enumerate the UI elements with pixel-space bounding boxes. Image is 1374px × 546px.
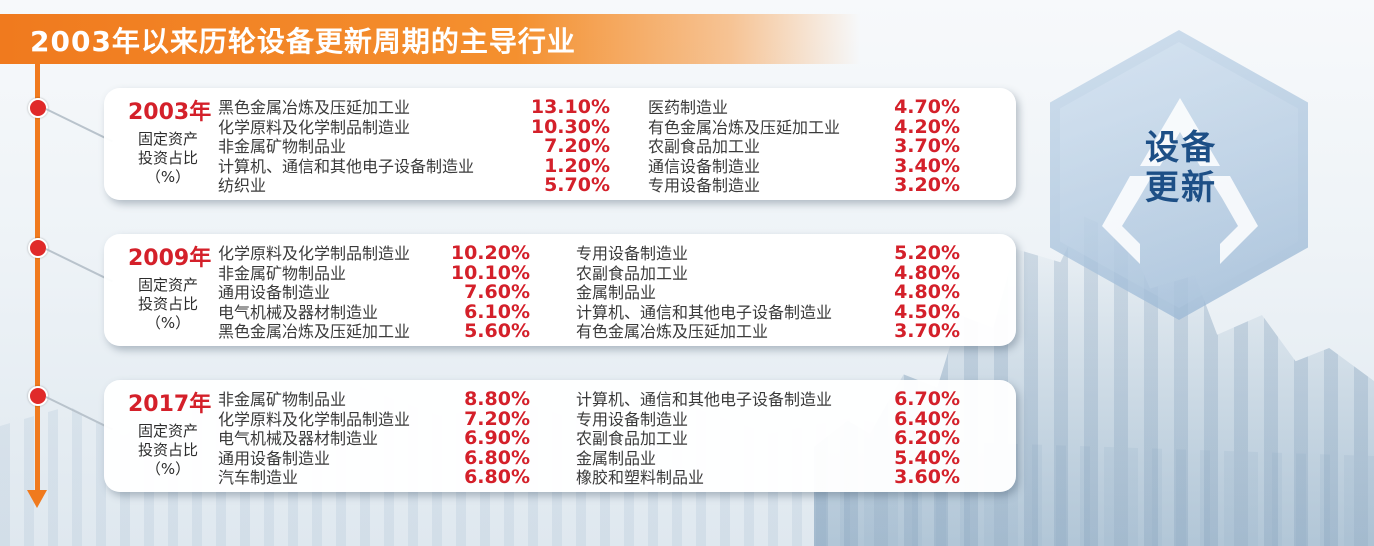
industry-name: 计算机、通信和其他电子设备制造业 <box>576 302 833 322</box>
industry-name: 化学原料及化学制品制造业 <box>218 244 411 263</box>
unit-label-line: 固定资产 <box>137 276 198 294</box>
industry-name: 化学原料及化学制品制造业 <box>218 409 411 429</box>
industry-share-value: 6.20% <box>894 427 960 449</box>
industry-name: 电气机械及器材制造业 <box>218 302 379 322</box>
industry-share-value: 3.40% <box>894 154 960 177</box>
industry-share-value: 3.70% <box>894 320 960 342</box>
industry-name: 农副食品加工业 <box>576 263 689 283</box>
industry-name: 汽车制造业 <box>218 468 299 487</box>
industry-name: 金属制品业 <box>576 283 657 302</box>
industry-name: 橡胶和塑料制品业 <box>576 468 705 487</box>
industry-share-value: 5.60% <box>464 320 530 342</box>
industry-share-value: 3.60% <box>894 466 960 488</box>
industry-name: 农副食品加工业 <box>648 137 761 156</box>
industry-name: 非金属矿物制品业 <box>218 390 347 409</box>
period-year: 2003年 <box>128 100 212 125</box>
industry-share-value: 10.20% <box>450 242 530 264</box>
industry-name: 通信设备制造业 <box>648 156 761 176</box>
emblem-text: 设备 更新 <box>1140 128 1222 208</box>
unit-label-line: （%） <box>145 314 191 332</box>
unit-label-line: 固定资产 <box>137 130 198 148</box>
industry-name: 通用设备制造业 <box>218 448 331 468</box>
unit-label-line: 投资占比 <box>137 441 198 459</box>
unit-label-line: （%） <box>145 168 191 186</box>
industry-share-value: 4.80% <box>894 281 960 303</box>
period-unit-label: 固定资产 投资占比 （%） <box>126 130 210 187</box>
industry-name: 有色金属冶炼及压延加工业 <box>576 322 769 341</box>
industry-name: 专用设备制造业 <box>576 244 689 263</box>
recycle-icon <box>1102 98 1258 264</box>
industry-share-value: 6.80% <box>464 466 530 488</box>
period-year: 2017年 <box>128 392 212 417</box>
unit-label-line: 固定资产 <box>137 422 198 440</box>
industry-name: 专用设备制造业 <box>576 409 689 429</box>
period-card: 2003年固定资产 投资占比 （%） 黑色金属冶炼及压延加工业 13.10% 化学原料及化… <box>104 88 1016 200</box>
chart-title: 2003年以来历轮设备更新周期的主导行业 <box>30 25 576 58</box>
industry-name: 纺织业 <box>218 176 267 195</box>
industry-name: 非金属矿物制品业 <box>218 263 347 283</box>
period-year: 2009年 <box>128 246 212 271</box>
industry-share-value: 3.70% <box>894 135 960 157</box>
timeline-dot <box>28 386 48 406</box>
industry-name: 黑色金属冶炼及压延加工业 <box>218 322 411 341</box>
industry-name: 电气机械及器材制造业 <box>218 429 379 448</box>
industry-name: 有色金属冶炼及压延加工业 <box>648 117 841 137</box>
period-card: 2009年固定资产 投资占比 （%） 化学原料及化学制品制造业 10.20% 非金属矿物制… <box>104 234 1016 346</box>
timeline-arrow-icon <box>27 490 47 508</box>
industry-name: 通用设备制造业 <box>218 283 331 302</box>
period-unit-label: 固定资产 投资占比 （%） <box>126 422 210 479</box>
industry-share-value: 6.70% <box>894 388 960 410</box>
timeline-dot <box>28 98 48 118</box>
unit-label-line: （%） <box>145 460 191 478</box>
period-card: 2017年固定资产 投资占比 （%） 非金属矿物制品业 8.80% 化学原料及化学制品制造… <box>104 380 1016 492</box>
industry-share-value: 7.20% <box>544 135 610 157</box>
industry-share-value: 5.70% <box>544 174 610 196</box>
industry-name: 计算机、通信和其他电子设备制造业 <box>218 156 475 176</box>
title-banner <box>0 14 860 64</box>
industry-share-value: 3.20% <box>894 174 960 196</box>
industry-name: 计算机、通信和其他电子设备制造业 <box>576 390 833 409</box>
industry-name: 医药制造业 <box>648 98 729 117</box>
industry-share-value: 4.20% <box>894 115 960 138</box>
industry-share-value: 10.10% <box>450 261 530 284</box>
industry-name: 金属制品业 <box>576 448 657 468</box>
industry-share-value: 7.60% <box>464 281 530 303</box>
industry-share-value: 13.10% <box>530 96 610 118</box>
industry-share-value: 4.50% <box>894 300 960 323</box>
industry-share-value: 5.20% <box>894 242 960 264</box>
industry-share-value: 6.80% <box>464 446 530 469</box>
industry-share-value: 6.10% <box>464 300 530 323</box>
industry-share-value: 4.80% <box>894 261 960 284</box>
emblem-line-1: 设备 <box>1145 128 1217 168</box>
timeline-connector <box>45 248 113 283</box>
industry-share-value: 8.80% <box>464 388 530 410</box>
industry-name: 黑色金属冶炼及压延加工业 <box>218 98 411 117</box>
industry-share-value: 6.40% <box>894 407 960 430</box>
unit-label-line: 投资占比 <box>137 149 198 167</box>
industry-share-value: 5.40% <box>894 446 960 469</box>
period-unit-label: 固定资产 投资占比 （%） <box>126 276 210 333</box>
industry-share-value: 4.70% <box>894 96 960 118</box>
industry-share-value: 7.20% <box>464 407 530 430</box>
timeline-connector <box>45 108 113 143</box>
industry-name: 专用设备制造业 <box>648 176 761 195</box>
industry-name: 农副食品加工业 <box>576 429 689 448</box>
industry-name: 非金属矿物制品业 <box>218 137 347 156</box>
industry-share-value: 10.30% <box>530 115 610 138</box>
emblem-line-2: 更新 <box>1145 168 1217 208</box>
timeline-dot <box>28 238 48 258</box>
unit-label-line: 投资占比 <box>137 295 198 313</box>
industry-share-value: 6.90% <box>464 427 530 449</box>
timeline-line <box>35 64 40 494</box>
industry-share-value: 1.20% <box>544 154 610 177</box>
industry-name: 化学原料及化学制品制造业 <box>218 117 411 137</box>
